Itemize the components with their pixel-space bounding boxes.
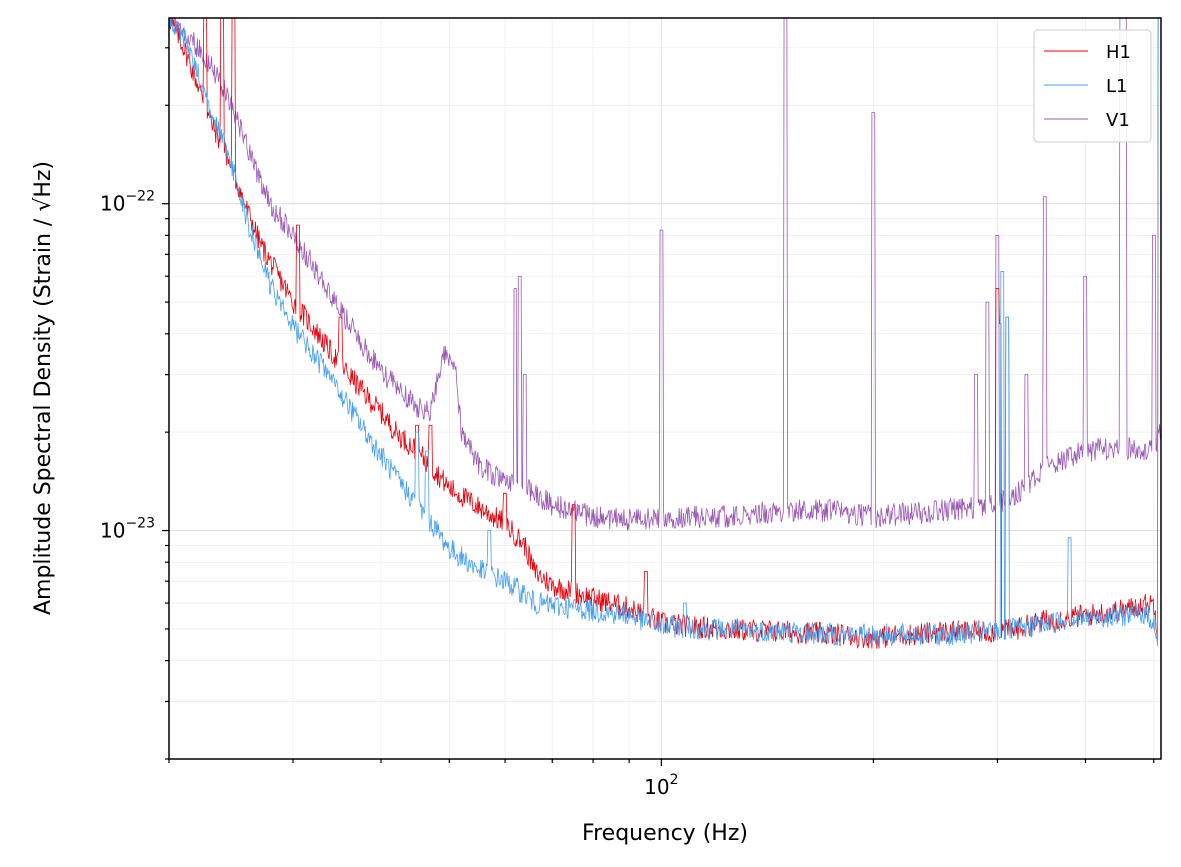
y-axis-label: Amplitude Spectral Density (Strain / √Hz… xyxy=(31,161,56,615)
y-tick-label: 10−22 xyxy=(100,189,155,216)
axis-ticks: 102 10−22 10−23 xyxy=(100,47,1155,799)
y-tick-label: 10−23 xyxy=(100,516,155,543)
x-axis-label: Frequency (Hz) xyxy=(582,821,748,846)
legend-label-v1: V1 xyxy=(1106,110,1130,131)
legend-label-l1: L1 xyxy=(1106,76,1127,97)
legend: H1 L1 V1 xyxy=(1033,29,1152,143)
plot-area xyxy=(169,18,1161,650)
x-tick-label: 102 xyxy=(644,772,678,799)
legend-box xyxy=(1033,29,1152,143)
legend-label-h1: H1 xyxy=(1106,42,1131,63)
plot-frame xyxy=(168,17,1162,760)
series-line-h1 xyxy=(169,18,1161,650)
series-line-l1 xyxy=(169,18,1161,647)
